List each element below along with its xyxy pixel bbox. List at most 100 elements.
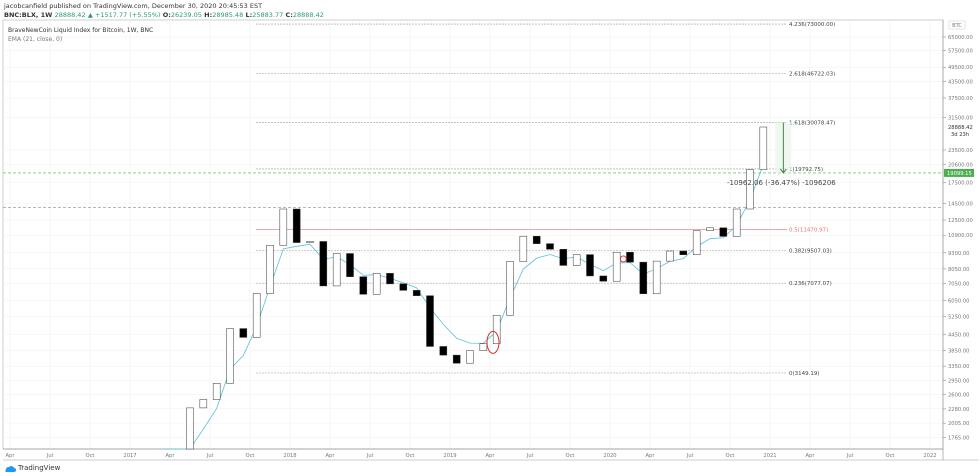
ema-line (163, 164, 764, 450)
candle (226, 328, 234, 384)
y-tick-label: 17500.00 (948, 181, 973, 187)
x-tick-label: 2019 (443, 453, 456, 459)
y-tick-label: 57500.00 (948, 49, 973, 55)
tradingview-logo[interactable]: TradingView (4, 464, 60, 473)
candle-body (746, 169, 754, 210)
chart-legend: BraveNewCoin Liquid Index for Bitcoin, 1… (8, 26, 153, 44)
fib-level-label: 2.618(46722.03) (789, 72, 835, 78)
candle-body (479, 343, 488, 351)
last-price-label: 28888.42 (948, 125, 973, 131)
candle (519, 235, 528, 262)
candle (199, 399, 208, 409)
y-tick-label: 2280.00 (948, 407, 969, 413)
candle (626, 251, 634, 263)
fib-level-label: 0(3149.19) (789, 371, 820, 377)
open-label: O: (162, 11, 171, 19)
y-tick-label: 3850.00 (948, 349, 969, 355)
open-value: 26239.05 (170, 11, 202, 19)
candle-body (519, 235, 528, 262)
candle (746, 169, 754, 210)
y-tick-label: 2600.00 (948, 392, 969, 398)
candle (306, 241, 314, 243)
x-tick-label: Jul (366, 453, 373, 459)
y-tick-label: 9300.00 (948, 251, 969, 257)
y-tick-label: 49500.00 (948, 65, 973, 71)
x-tick-label: Jul (686, 453, 693, 459)
candle (639, 261, 648, 295)
x-tick-label: Jul (846, 453, 853, 459)
fib-level-label: 0.5(11470.97) (789, 228, 828, 234)
x-tick-label: Oct (406, 453, 415, 459)
candle-body (386, 273, 394, 285)
candle (399, 283, 408, 291)
candle-body (439, 346, 448, 356)
candle (346, 253, 354, 277)
candle-body (492, 314, 501, 344)
y-tick-label: 2005.00 (948, 421, 969, 427)
y-tick-label: 7050.00 (948, 282, 969, 288)
annotation-ellipse (486, 330, 500, 354)
y-tick-label: 8050.00 (948, 267, 969, 273)
legend-title: BraveNewCoin Liquid Index for Bitcoin, 1… (8, 27, 154, 34)
x-tick-label: Oct (726, 453, 735, 459)
x-tick-label: Oct (86, 453, 95, 459)
candle-body (639, 261, 648, 295)
low-label: L: (245, 11, 253, 19)
close-label: C: (285, 11, 293, 19)
plot-area (2, 19, 944, 450)
symbol: BNC:BLX, 1W (4, 11, 53, 19)
candle-body (759, 126, 768, 170)
candle-body (239, 328, 248, 338)
candle-body (719, 227, 728, 237)
price-marker (944, 168, 974, 177)
x-tick-label: Apr (646, 453, 656, 459)
brand-label: TradingView (18, 464, 61, 472)
candle (359, 276, 368, 295)
price-chart[interactable]: 65000.00 57500.00 49500.00 43500.00 37500.00… (0, 0, 980, 462)
legend-indicator[interactable]: EMA (21, close, 0) (8, 36, 63, 43)
fib-level-label: 1.618(30078.47) (789, 121, 835, 127)
candle (546, 243, 554, 250)
close-value: 28888.42 (292, 11, 324, 19)
candle (506, 261, 514, 316)
x-tick-label: 2018 (283, 453, 296, 459)
candle-body (532, 235, 541, 244)
y-tick-label: 37500.00 (948, 96, 973, 102)
candle-body (212, 383, 221, 400)
fib-level-label: 0.382(9507.03) (789, 248, 832, 254)
candle-body (626, 251, 634, 263)
candle-body (279, 208, 288, 246)
y-tick-label: 14500.00 (948, 202, 973, 208)
x-tick-label: Oct (886, 453, 895, 459)
candle (572, 254, 581, 266)
candle-body (226, 328, 234, 384)
x-tick-label: 2022 (923, 453, 936, 459)
x-tick-label: 2017 (123, 453, 136, 459)
x-tick-label: Oct (246, 453, 255, 459)
x-tick-label: Apr (166, 453, 176, 459)
candle-body (346, 253, 354, 277)
candle (586, 254, 594, 277)
low-value: 25883.77 (252, 11, 284, 19)
currency-box (948, 20, 966, 30)
candle (292, 208, 301, 243)
candle (679, 250, 688, 255)
candle-body (572, 254, 581, 266)
candle-body (372, 273, 381, 295)
candle (186, 407, 194, 450)
candle-body (559, 249, 568, 266)
y-tick-label: 23500.00 (948, 148, 973, 154)
candle (599, 275, 608, 282)
candle (666, 250, 674, 262)
x-tick-label: Apr (806, 453, 816, 459)
candle-body (612, 251, 621, 282)
candle-body (732, 208, 741, 237)
y-tick-label: 12500.00 (948, 218, 973, 224)
candle-body (666, 250, 674, 262)
fib-level-label: 4.236(73000.00) (789, 22, 835, 28)
x-tick-label: 2021 (763, 453, 776, 459)
y-tick-label: 10900.00 (948, 233, 973, 239)
candle-body (412, 290, 421, 296)
candle (252, 293, 261, 338)
candle-body (266, 245, 274, 294)
